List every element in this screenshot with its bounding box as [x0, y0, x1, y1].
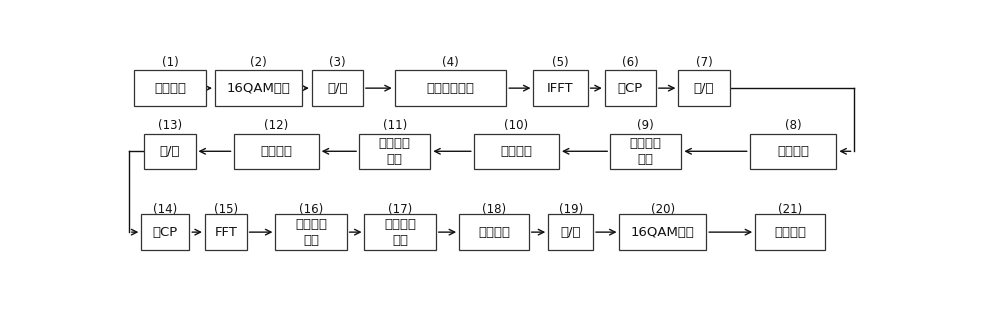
- Text: 信道补偿: 信道补偿: [478, 225, 510, 239]
- Bar: [359, 133, 430, 169]
- Text: 数据输出: 数据输出: [774, 225, 806, 239]
- Bar: [610, 133, 681, 169]
- Text: (1): (1): [162, 56, 178, 69]
- Text: 16QAM调制: 16QAM调制: [226, 82, 290, 95]
- Bar: [548, 214, 593, 250]
- Text: 16QAM解调: 16QAM解调: [631, 225, 695, 239]
- Bar: [144, 133, 196, 169]
- Text: 串/并: 串/并: [160, 145, 180, 158]
- Bar: [395, 70, 506, 106]
- Text: (10): (10): [504, 119, 528, 132]
- Text: 信道参数
估计: 信道参数 估计: [295, 218, 327, 247]
- Text: 并/串: 并/串: [560, 225, 581, 239]
- Bar: [533, 70, 588, 106]
- Text: FFT: FFT: [214, 225, 237, 239]
- Bar: [215, 70, 302, 106]
- Text: 加CP: 加CP: [618, 82, 643, 95]
- Bar: [459, 214, 529, 250]
- Text: 串/并: 串/并: [327, 82, 348, 95]
- Text: (16): (16): [299, 202, 323, 216]
- Bar: [312, 70, 363, 106]
- Bar: [141, 214, 189, 250]
- Bar: [605, 70, 656, 106]
- Text: 下变频、
接收: 下变频、 接收: [379, 137, 411, 166]
- Text: (15): (15): [214, 202, 238, 216]
- Bar: [678, 70, 730, 106]
- Text: (4): (4): [442, 56, 459, 69]
- Bar: [364, 214, 436, 250]
- Bar: [134, 70, 206, 106]
- Text: (13): (13): [158, 119, 182, 132]
- Text: 无线信道: 无线信道: [500, 145, 532, 158]
- Bar: [205, 214, 247, 250]
- Text: (19): (19): [558, 202, 583, 216]
- Text: IFFT: IFFT: [547, 82, 574, 95]
- Text: 模数转换: 模数转换: [260, 145, 292, 158]
- Text: 插入梳状导频: 插入梳状导频: [426, 82, 475, 95]
- Text: (3): (3): [329, 56, 346, 69]
- Text: (21): (21): [778, 202, 802, 216]
- Text: (5): (5): [552, 56, 569, 69]
- Bar: [474, 133, 559, 169]
- Bar: [750, 133, 836, 169]
- Text: (20): (20): [651, 202, 675, 216]
- Text: (12): (12): [264, 119, 288, 132]
- Text: 原始数据: 原始数据: [154, 82, 186, 95]
- Text: (2): (2): [250, 56, 267, 69]
- Text: (17): (17): [388, 202, 412, 216]
- Text: (14): (14): [153, 202, 177, 216]
- Text: 去CP: 去CP: [153, 225, 178, 239]
- Bar: [755, 214, 825, 250]
- Text: 数模转换: 数模转换: [777, 145, 809, 158]
- Text: 信道响应
估计: 信道响应 估计: [384, 218, 416, 247]
- Bar: [619, 214, 706, 250]
- Bar: [234, 133, 319, 169]
- Bar: [275, 214, 347, 250]
- Text: 上变频、
发送: 上变频、 发送: [630, 137, 662, 166]
- Text: (8): (8): [785, 119, 801, 132]
- Text: (7): (7): [696, 56, 712, 69]
- Text: (11): (11): [383, 119, 407, 132]
- Text: (9): (9): [637, 119, 654, 132]
- Text: (18): (18): [482, 202, 506, 216]
- Text: 并/串: 并/串: [694, 82, 714, 95]
- Text: (6): (6): [622, 56, 639, 69]
